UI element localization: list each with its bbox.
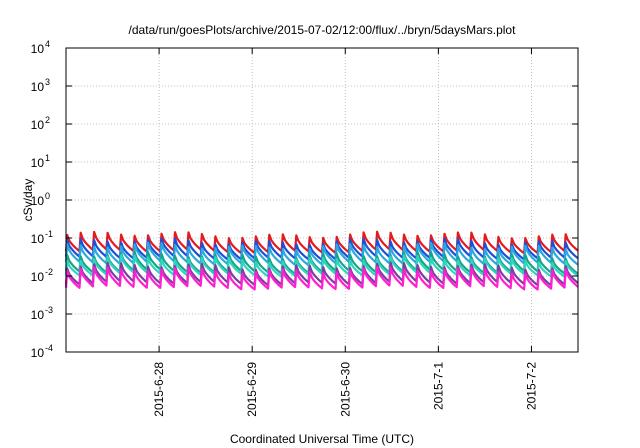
y-tick-exponent: 1 [45, 153, 50, 163]
x-tick-label: 2015-6-29 [245, 362, 259, 417]
y-tick-label: 10 [31, 156, 45, 170]
y-tick-exponent: 0 [45, 191, 50, 201]
x-tick-label: 2015-7-2 [524, 362, 538, 410]
y-tick-exponent: -2 [45, 267, 53, 277]
series-line [64, 265, 579, 291]
y-tick-label: 10 [31, 42, 45, 56]
y-tick-exponent: 4 [45, 39, 50, 49]
y-tick-exponent: 3 [45, 77, 50, 87]
x-axis-label: Coordinated Universal Time (UTC) [230, 432, 414, 446]
y-tick-exponent: -4 [45, 343, 53, 353]
y-tick-label: 10 [31, 80, 45, 94]
y-tick-exponent: -1 [45, 229, 53, 239]
y-tick-exponent: 2 [45, 115, 50, 125]
y-tick-label: 10 [31, 270, 45, 284]
y-tick-label: 10 [31, 308, 45, 322]
y-tick-label: 10 [31, 118, 45, 132]
y-tick-label: 10 [31, 194, 45, 208]
x-tick-label: 2015-6-30 [338, 362, 352, 417]
y-tick-label: 10 [31, 346, 45, 360]
y-tick-label: 10 [31, 232, 45, 246]
grid [66, 48, 578, 352]
x-tick-label: 2015-6-28 [152, 362, 166, 417]
y-axis-label: cSv/day [21, 179, 35, 222]
x-tick-label: 2015-7-1 [431, 362, 445, 410]
series-group [64, 230, 579, 291]
y-tick-exponent: -3 [45, 305, 53, 315]
chart-title: /data/run/goesPlots/archive/2015-07-02/1… [129, 23, 517, 37]
